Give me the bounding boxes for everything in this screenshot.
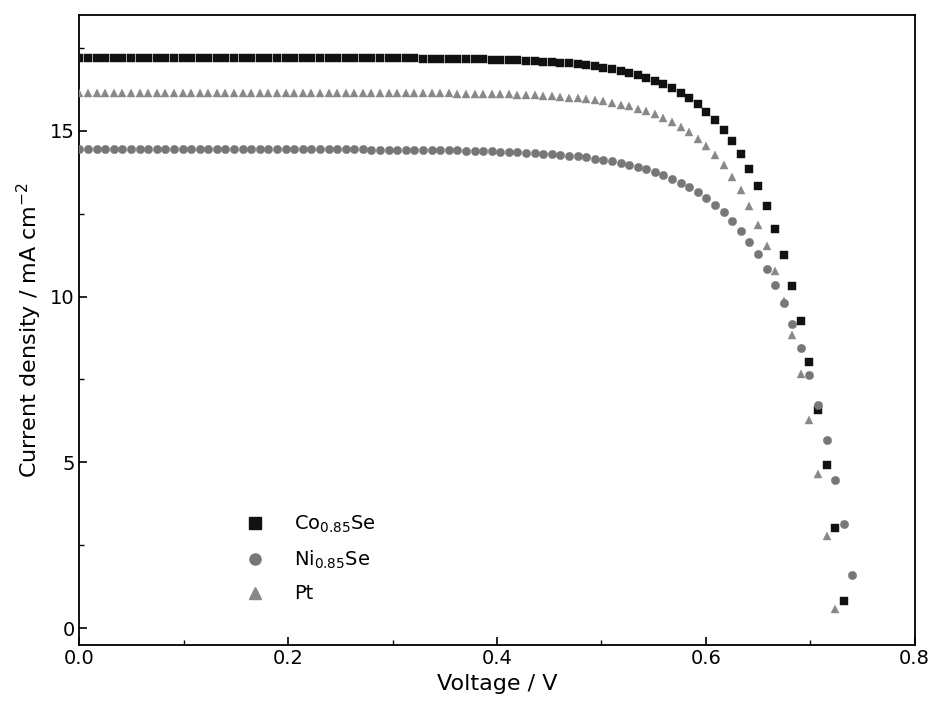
X-axis label: Voltage / V: Voltage / V (436, 674, 557, 694)
Legend: Co$_{0.85}$Se, Ni$_{0.85}$Se, Pt: Co$_{0.85}$Se, Ni$_{0.85}$Se, Pt (235, 513, 375, 603)
Y-axis label: Current density / mA cm$^{-2}$: Current density / mA cm$^{-2}$ (15, 182, 44, 478)
